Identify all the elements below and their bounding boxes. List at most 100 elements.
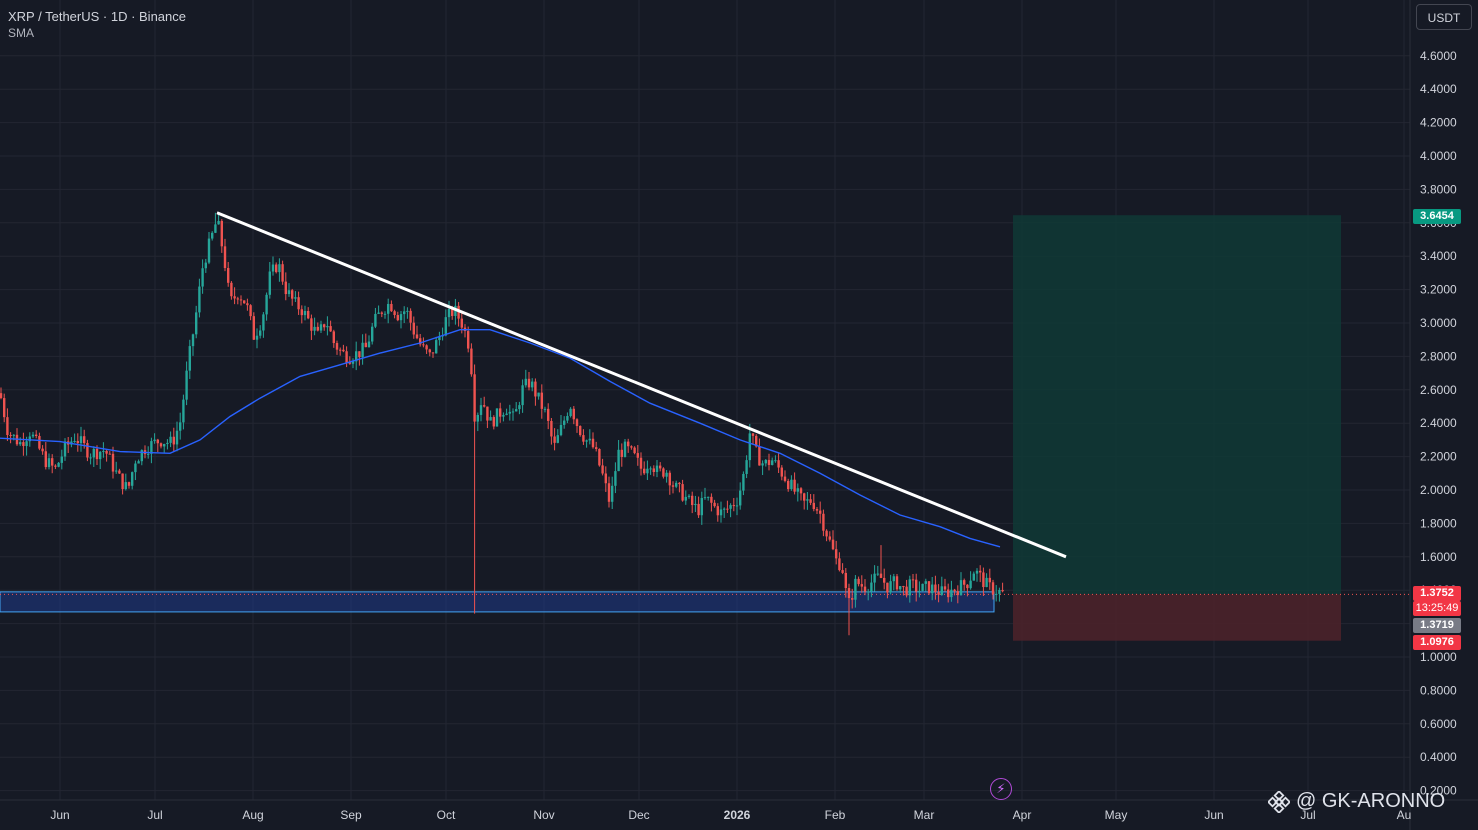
candle-body	[956, 591, 959, 596]
x-tick-label: Apr	[1013, 808, 1032, 822]
x-tick-label: Oct	[437, 808, 456, 822]
candle-body	[211, 232, 214, 239]
candle-body	[479, 405, 483, 415]
candle-body	[691, 495, 694, 506]
candle-body	[214, 224, 217, 233]
candle-body	[166, 442, 169, 445]
candle-timer-tag: 13:25:49	[1413, 601, 1461, 616]
candle-body	[806, 499, 809, 501]
candle-body	[515, 409, 518, 412]
candle-body	[889, 581, 892, 593]
indicator-label[interactable]: SMA	[8, 26, 35, 40]
candle-body	[764, 459, 767, 464]
candle-body	[198, 286, 201, 313]
candle-body	[431, 352, 435, 354]
candle-body	[777, 460, 780, 468]
x-tick-label: Jul	[1300, 808, 1315, 822]
candle-body	[447, 308, 451, 318]
stop-loss-zone	[1013, 594, 1341, 641]
candle-body	[979, 570, 982, 573]
candle-body	[847, 588, 851, 599]
target-price-tag: 3.6454	[1413, 209, 1461, 224]
candle-body	[332, 331, 335, 344]
candle-body	[799, 488, 803, 494]
candle-body	[323, 324, 326, 328]
y-tick-label: 2.4000	[1420, 416, 1457, 430]
candle-body	[531, 381, 534, 388]
candle-body	[28, 436, 31, 442]
y-tick-label: 4.0000	[1420, 149, 1457, 163]
support-zone	[0, 591, 995, 613]
candle-body	[9, 435, 12, 437]
candle-body	[486, 406, 489, 421]
candle-body	[137, 461, 140, 464]
candle-body	[687, 495, 691, 497]
candle-body	[844, 572, 847, 589]
lightning-icon[interactable]: ⚡	[990, 778, 1012, 800]
candle-body	[239, 299, 243, 301]
candle-body	[729, 505, 732, 509]
stop-price-tag: 1.0976	[1413, 635, 1461, 650]
y-tick-label: 0.2000	[1420, 784, 1457, 798]
candle-body	[150, 441, 153, 454]
candle-body	[867, 591, 870, 593]
candle-body	[899, 586, 902, 590]
candle-body	[556, 435, 559, 443]
candle-body	[659, 465, 662, 469]
candle-body	[931, 584, 934, 594]
price-axis[interactable]: 0.20000.40000.60000.80001.00001.20001.40…	[1409, 0, 1478, 830]
candle-body	[652, 468, 655, 472]
candle-body	[982, 572, 985, 588]
candle-body	[655, 465, 659, 472]
candle-body	[767, 459, 771, 465]
candle-body	[499, 408, 502, 417]
candle-body	[995, 593, 998, 595]
candle-body	[140, 450, 143, 462]
currency-button[interactable]: USDT	[1416, 4, 1472, 30]
candle-body	[614, 471, 617, 486]
candle-body	[803, 493, 806, 501]
candle-body	[409, 310, 412, 323]
candle-body	[60, 456, 63, 463]
candle-body	[835, 549, 838, 559]
candle-body	[412, 322, 415, 335]
candle-body	[495, 408, 499, 427]
candle-body	[316, 326, 319, 331]
candle-body	[751, 433, 755, 436]
y-tick-label: 3.2000	[1420, 283, 1457, 297]
sma-layer	[0, 329, 1001, 548]
candle-body	[364, 342, 367, 348]
x-tick-label: Nov	[533, 808, 554, 822]
symbol-title[interactable]: XRP / TetherUS · 1D · Binance	[8, 9, 186, 24]
candle-body	[182, 399, 185, 423]
candle-body	[476, 414, 479, 422]
candle-body	[54, 465, 57, 467]
candle-body	[147, 453, 150, 455]
y-tick-label: 4.4000	[1420, 82, 1457, 96]
candle-body	[678, 482, 681, 485]
candle-body	[902, 586, 905, 588]
candle-body	[521, 385, 524, 406]
candle-body	[51, 458, 54, 466]
candle-body	[492, 417, 495, 427]
x-tick-label: Dec	[628, 808, 649, 822]
candle-body	[339, 349, 342, 351]
candle-body	[694, 503, 697, 506]
time-axis[interactable]: Jun Jul Aug Sep Oct Nov Dec 2026 Feb Mar Apr May Jun…	[0, 799, 1478, 822]
candle-body	[249, 305, 252, 317]
candle-body	[307, 310, 310, 319]
candle-body	[668, 472, 671, 486]
candle-body	[390, 303, 393, 312]
candle-body	[92, 448, 95, 458]
candle-body	[31, 434, 35, 437]
candle-body	[201, 268, 204, 287]
candle-body	[0, 393, 3, 399]
candle-body	[367, 341, 371, 348]
candle-body	[76, 440, 79, 444]
candle-body	[937, 592, 940, 595]
candle-body	[684, 496, 687, 501]
y-tick-label: 2.6000	[1420, 383, 1457, 397]
candle-body	[934, 584, 937, 593]
candle-body	[428, 349, 431, 353]
